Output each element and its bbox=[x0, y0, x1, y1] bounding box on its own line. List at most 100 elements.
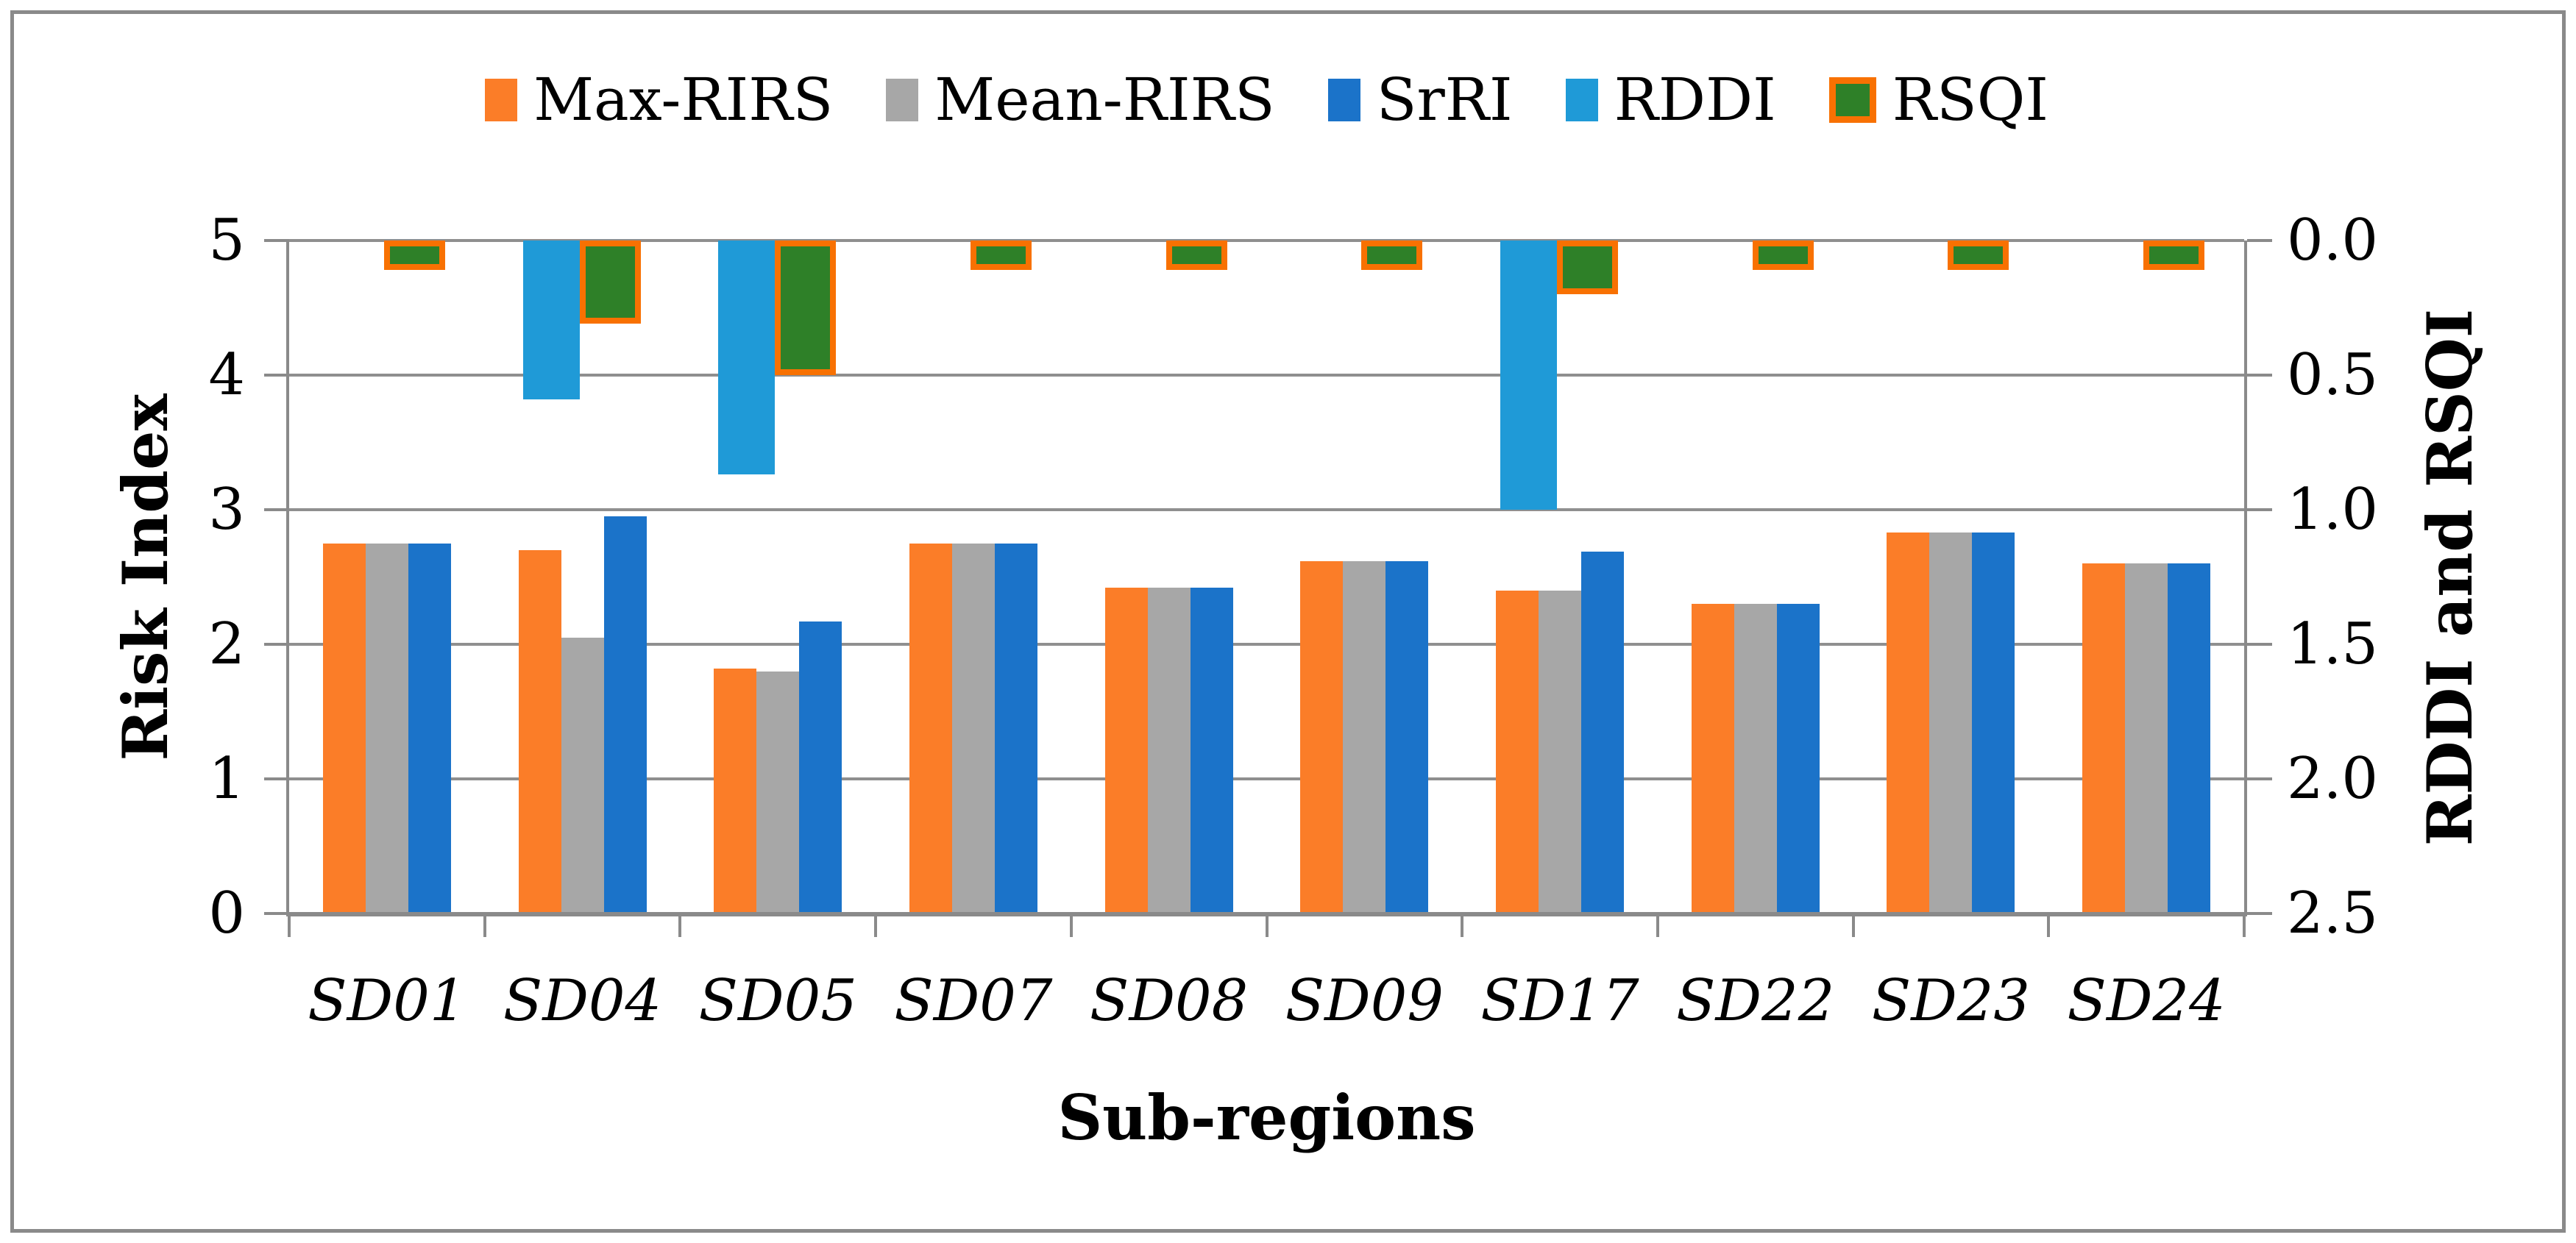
bar-max-rirs-sd22 bbox=[1691, 604, 1734, 913]
legend-swatch-max-rirs bbox=[485, 79, 518, 121]
bar-rsqi-sd17 bbox=[1557, 241, 1619, 295]
bar-mean-rirs-sd22 bbox=[1734, 604, 1777, 913]
bar-rsqi-sd22 bbox=[1752, 241, 1814, 271]
x-tick-label-sd09: SD09 bbox=[1285, 968, 1444, 1034]
bar-srri-sd24 bbox=[2168, 563, 2211, 913]
legend-swatch-srri bbox=[1327, 79, 1360, 121]
x-tick-label-sd07: SD07 bbox=[894, 968, 1053, 1034]
bar-max-rirs-sd24 bbox=[2082, 563, 2126, 913]
x-tick-4 bbox=[1069, 913, 1073, 937]
left-tick-5 bbox=[264, 239, 289, 242]
bar-srri-sd07 bbox=[994, 543, 1037, 913]
bar-srri-sd09 bbox=[1385, 560, 1429, 913]
right-tick-2.0 bbox=[2247, 374, 2272, 377]
right-tick-1.5 bbox=[2247, 508, 2272, 511]
gridline-2 bbox=[289, 643, 2244, 646]
left-tick-1 bbox=[264, 777, 289, 780]
right-axis-line bbox=[2244, 241, 2247, 913]
x-tick-1 bbox=[483, 913, 486, 937]
x-tick-label-sd22: SD22 bbox=[1676, 968, 1835, 1034]
bar-max-rirs-sd01 bbox=[322, 543, 366, 913]
x-tick-label-sd04: SD04 bbox=[503, 968, 662, 1034]
bar-mean-rirs-sd01 bbox=[365, 543, 408, 913]
right-tick-label-0.0: 0.0 bbox=[2287, 207, 2379, 274]
bar-mean-rirs-sd17 bbox=[1539, 590, 1582, 913]
legend-label-max-rirs: Max-RIRS bbox=[533, 65, 834, 134]
legend-item-mean-rirs: Mean-RIRS bbox=[886, 71, 1275, 129]
bar-max-rirs-sd23 bbox=[1887, 533, 1930, 913]
bar-mean-rirs-sd04 bbox=[561, 637, 604, 913]
left-tick-label-4: 4 bbox=[208, 342, 245, 408]
x-tick-label-sd01: SD01 bbox=[308, 968, 466, 1034]
bar-srri-sd04 bbox=[603, 516, 647, 913]
right-tick-0.5 bbox=[2247, 777, 2272, 780]
left-tick-label-3: 3 bbox=[208, 477, 245, 543]
legend-label-srri: SrRI bbox=[1376, 65, 1513, 134]
bar-rddi-sd05 bbox=[718, 241, 776, 475]
gridline-3 bbox=[289, 508, 2244, 511]
legend-swatch-rddi bbox=[1565, 79, 1598, 121]
bar-max-rirs-sd04 bbox=[518, 549, 561, 913]
bar-rddi-sd04 bbox=[522, 241, 580, 399]
bar-rsqi-sd23 bbox=[1948, 241, 2009, 271]
x-tick-label-sd24: SD24 bbox=[2067, 968, 2226, 1034]
left-tick-0 bbox=[264, 912, 289, 915]
bar-rsqi-sd04 bbox=[579, 241, 641, 324]
bar-rsqi-sd01 bbox=[383, 241, 445, 271]
bar-mean-rirs-sd05 bbox=[756, 671, 800, 913]
bar-srri-sd01 bbox=[408, 543, 451, 913]
bar-srri-sd17 bbox=[1581, 551, 1625, 913]
right-tick-label-1.0: 1.0 bbox=[2287, 477, 2379, 543]
x-tick-2 bbox=[678, 913, 682, 937]
right-tick-label-1.5: 1.5 bbox=[2287, 611, 2379, 677]
bar-rddi-sd17 bbox=[1500, 241, 1558, 510]
bar-max-rirs-sd17 bbox=[1496, 590, 1539, 913]
x-tick-0 bbox=[288, 913, 291, 937]
right-tick-label-2.5: 2.5 bbox=[2287, 880, 2379, 947]
bar-srri-sd23 bbox=[1972, 533, 2015, 913]
plot-area bbox=[289, 239, 2244, 913]
x-tick-9 bbox=[2047, 913, 2051, 937]
x-tick-10 bbox=[2243, 913, 2246, 937]
x-tick-label-sd08: SD08 bbox=[1090, 968, 1249, 1034]
legend-item-rddi: RDDI bbox=[1565, 71, 1776, 129]
bar-max-rirs-sd05 bbox=[714, 668, 757, 913]
bar-rsqi-sd05 bbox=[775, 241, 837, 375]
left-tick-3 bbox=[264, 508, 289, 511]
bar-mean-rirs-sd24 bbox=[2125, 563, 2168, 913]
bar-max-rirs-sd07 bbox=[909, 543, 952, 913]
right-tick-2.5 bbox=[2247, 239, 2272, 242]
x-tick-7 bbox=[1656, 913, 1659, 937]
legend-item-max-rirs: Max-RIRS bbox=[485, 71, 833, 129]
bar-srri-sd05 bbox=[799, 621, 842, 913]
bar-mean-rirs-sd09 bbox=[1343, 560, 1386, 913]
x-tick-label-sd23: SD23 bbox=[1871, 968, 2031, 1034]
bar-rsqi-sd24 bbox=[2143, 241, 2205, 271]
chart-legend: Max-RIRS Mean-RIRS SrRI RDDI RSQI bbox=[289, 71, 2244, 129]
left-tick-4 bbox=[264, 374, 289, 377]
right-axis-title: RDDI and RSQI bbox=[2413, 308, 2486, 846]
bar-max-rirs-sd09 bbox=[1300, 560, 1344, 913]
x-axis-title: Sub-regions bbox=[1057, 1081, 1476, 1154]
gridline-1 bbox=[289, 777, 2244, 780]
bar-max-rirs-sd08 bbox=[1104, 588, 1148, 913]
gridline-5 bbox=[289, 239, 2244, 242]
bar-rsqi-sd09 bbox=[1361, 241, 1423, 271]
bar-rsqi-sd08 bbox=[1165, 241, 1227, 271]
legend-swatch-mean-rirs bbox=[886, 79, 919, 121]
gridline-4 bbox=[289, 374, 2244, 377]
right-tick-label-0.5: 0.5 bbox=[2287, 342, 2379, 408]
x-tick-5 bbox=[1265, 913, 1269, 937]
right-tick-1.0 bbox=[2247, 643, 2272, 646]
x-tick-6 bbox=[1461, 913, 1464, 937]
bar-srri-sd08 bbox=[1190, 588, 1233, 913]
bar-mean-rirs-sd08 bbox=[1147, 588, 1191, 913]
bar-mean-rirs-sd23 bbox=[1929, 533, 1973, 913]
left-tick-label-0: 0 bbox=[208, 880, 245, 947]
figure-border bbox=[10, 10, 2566, 1233]
bar-srri-sd22 bbox=[1776, 604, 1820, 913]
left-axis-line bbox=[286, 241, 289, 913]
left-tick-2 bbox=[264, 643, 289, 646]
legend-swatch-rsqi bbox=[1828, 77, 1876, 123]
